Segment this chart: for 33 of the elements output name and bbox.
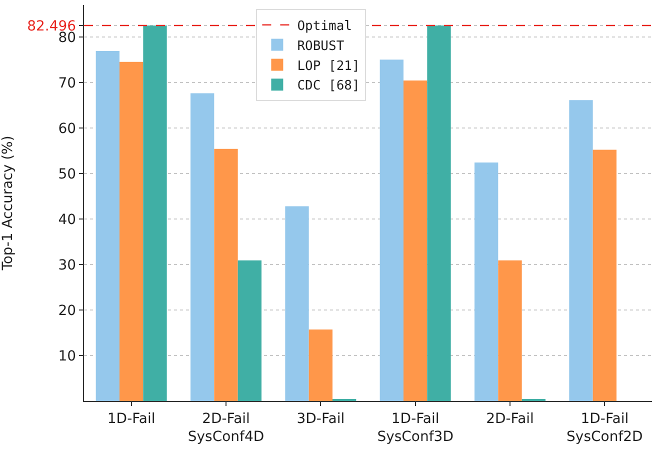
legend-label: ROBUST <box>297 38 344 54</box>
bar <box>143 25 167 401</box>
bar <box>592 150 616 401</box>
bar <box>474 162 498 401</box>
x-tick-label: 3D-Fail <box>296 410 345 427</box>
x-tick-label: 2D-Fail <box>486 410 534 427</box>
bar <box>120 62 144 401</box>
ref-line-label: Optimal <box>297 18 352 34</box>
bar <box>214 148 238 401</box>
bar <box>238 260 262 401</box>
bar <box>404 80 428 401</box>
bar <box>190 93 214 401</box>
bar <box>498 260 522 401</box>
x-tick-label: 1D-Fail <box>107 410 156 427</box>
x-tick-label: 1D-Fail SysConf3D <box>377 410 454 446</box>
bar <box>308 330 332 401</box>
y-axis-title: Top-1 Accuracy (%) <box>0 136 16 272</box>
y-tick-label: 50 <box>58 166 76 182</box>
y-tick-label: 10 <box>58 348 76 364</box>
bar <box>569 100 593 401</box>
y-tick-label: 70 <box>58 75 76 92</box>
legend-label: CDC [68] <box>297 78 360 94</box>
bar <box>285 206 309 401</box>
legend-label: LOP [21] <box>297 58 360 74</box>
bar <box>96 50 120 401</box>
y-tick-label: 40 <box>58 212 76 228</box>
y-tick-label: 60 <box>58 120 76 137</box>
bar <box>380 60 404 401</box>
y-tick-label: 20 <box>58 302 76 319</box>
x-tick-label: 2D-Fail SysConf4D <box>188 410 264 446</box>
x-tick-label: 1D-Fail SysConf2D <box>566 410 643 446</box>
y-tick-label: 30 <box>58 257 76 274</box>
bar <box>427 25 451 401</box>
